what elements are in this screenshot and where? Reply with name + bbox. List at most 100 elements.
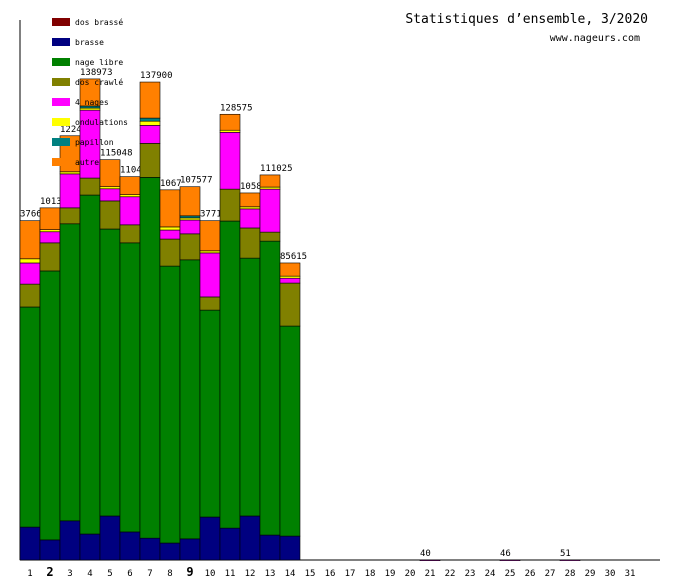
chart-subtitle: www.nageurs.com [550, 33, 640, 44]
total-label: 3771 [200, 210, 222, 220]
bar-segment [59, 520, 81, 561]
x-tick-label: 21 [425, 569, 436, 579]
total-label: 3766 [20, 210, 42, 220]
bar-segment [219, 188, 241, 222]
legend-label: nage libre [75, 58, 123, 67]
x-tick-label: 23 [465, 569, 476, 579]
x-tick-label: 17 [345, 569, 356, 579]
legend: dos brassé brasse nage libre dos crawlé 4 na… [52, 17, 128, 167]
x-tick-label: 26 [525, 569, 536, 579]
bar-segment [79, 177, 101, 196]
bar-segment [159, 238, 181, 267]
bar-segment [139, 125, 161, 144]
total-label: 85615 [280, 252, 307, 262]
x-tick-label: 1 [27, 569, 32, 579]
bar-segment [79, 107, 101, 111]
bar-segment [39, 207, 61, 230]
x-tick-label: 18 [365, 569, 376, 579]
x-tick-label: 16 [325, 569, 336, 579]
total-label: 1013 [40, 197, 62, 207]
legend-label: papillon [75, 138, 114, 147]
x-tick-label: 20 [405, 569, 416, 579]
total-label: 1067 [160, 179, 182, 189]
total-label: 40 [420, 549, 431, 559]
bar-segment [159, 226, 181, 231]
x-tick-label: 27 [545, 569, 556, 579]
total-label: 138973 [80, 68, 113, 78]
x-tick-label: 12 [245, 569, 256, 579]
bar-segment [19, 283, 41, 308]
bar-segment [499, 559, 521, 561]
total-label: 1104 [120, 166, 142, 176]
x-tick-label: 19 [385, 569, 396, 579]
bar-segment [199, 220, 221, 252]
x-tick-label: 6 [127, 569, 132, 579]
bar-segment [219, 220, 241, 529]
bar-segment [179, 538, 201, 561]
bar-segment [179, 259, 201, 540]
bar-segment [99, 200, 121, 230]
bar-segment [119, 196, 141, 226]
bar-segment [159, 229, 181, 240]
total-label: 115048 [100, 149, 133, 159]
bar-segment [19, 526, 41, 561]
bar-segment [159, 542, 181, 561]
legend-label: dos crawlé [75, 77, 123, 87]
bar-segment [279, 282, 301, 327]
bar-segment [199, 516, 221, 561]
bar-segment [179, 215, 201, 219]
bar-segment [139, 177, 161, 539]
legend-label: autre [75, 158, 99, 167]
bar-segment [39, 242, 61, 272]
bar-segment [199, 250, 221, 254]
bar-segment [99, 159, 121, 188]
bar-segment [279, 275, 301, 279]
bar-segment [219, 129, 241, 133]
total-label: 111025 [260, 164, 293, 174]
x-tick-label: 11 [225, 569, 236, 579]
bar-segment [119, 176, 141, 195]
total-label: 1058 [240, 182, 262, 192]
x-tick-label: 10 [205, 569, 216, 579]
bar-segment [259, 534, 281, 561]
bar-segment [179, 219, 201, 235]
x-tick-label: 8 [167, 569, 172, 579]
x-tick-label: 3 [67, 569, 72, 579]
bar-segment [199, 296, 221, 311]
x-tick-label: 15 [305, 569, 316, 579]
total-label: 137900 [140, 71, 173, 81]
bar-segment [79, 194, 101, 535]
bar-segment [159, 189, 181, 228]
total-label: 51 [560, 549, 571, 559]
x-tick-label: 24 [485, 569, 496, 579]
bar-segment [239, 192, 261, 208]
x-tick-label: 13 [265, 569, 276, 579]
bars: 3766101312241389731150481104137900106710… [19, 68, 581, 561]
bar-segment [239, 206, 261, 210]
bar-segment [199, 252, 221, 298]
bar-segment [239, 227, 261, 259]
bar-segment [259, 231, 281, 242]
x-tick-label: 29 [585, 569, 596, 579]
bar-segment [19, 258, 41, 264]
bar-segment [139, 120, 161, 126]
total-label: 128575 [220, 103, 253, 113]
legend-label: dos brassé [75, 17, 123, 27]
bar-segment [179, 186, 201, 217]
legend-swatch [52, 58, 70, 66]
x-tick-label: 22 [445, 569, 456, 579]
bar-segment [119, 224, 141, 244]
bar-segment [179, 217, 201, 221]
bar-segment [39, 270, 61, 541]
bar-segment [279, 277, 301, 284]
legend-swatch [52, 118, 70, 126]
bar-segment [259, 174, 281, 188]
bar-segment [179, 233, 201, 261]
bar-segment [239, 208, 261, 229]
bar-segment [259, 240, 281, 536]
bar-segment [239, 257, 261, 517]
bar-segment [39, 231, 61, 244]
x-tick-label: 30 [605, 569, 616, 579]
legend-swatch [52, 158, 70, 166]
